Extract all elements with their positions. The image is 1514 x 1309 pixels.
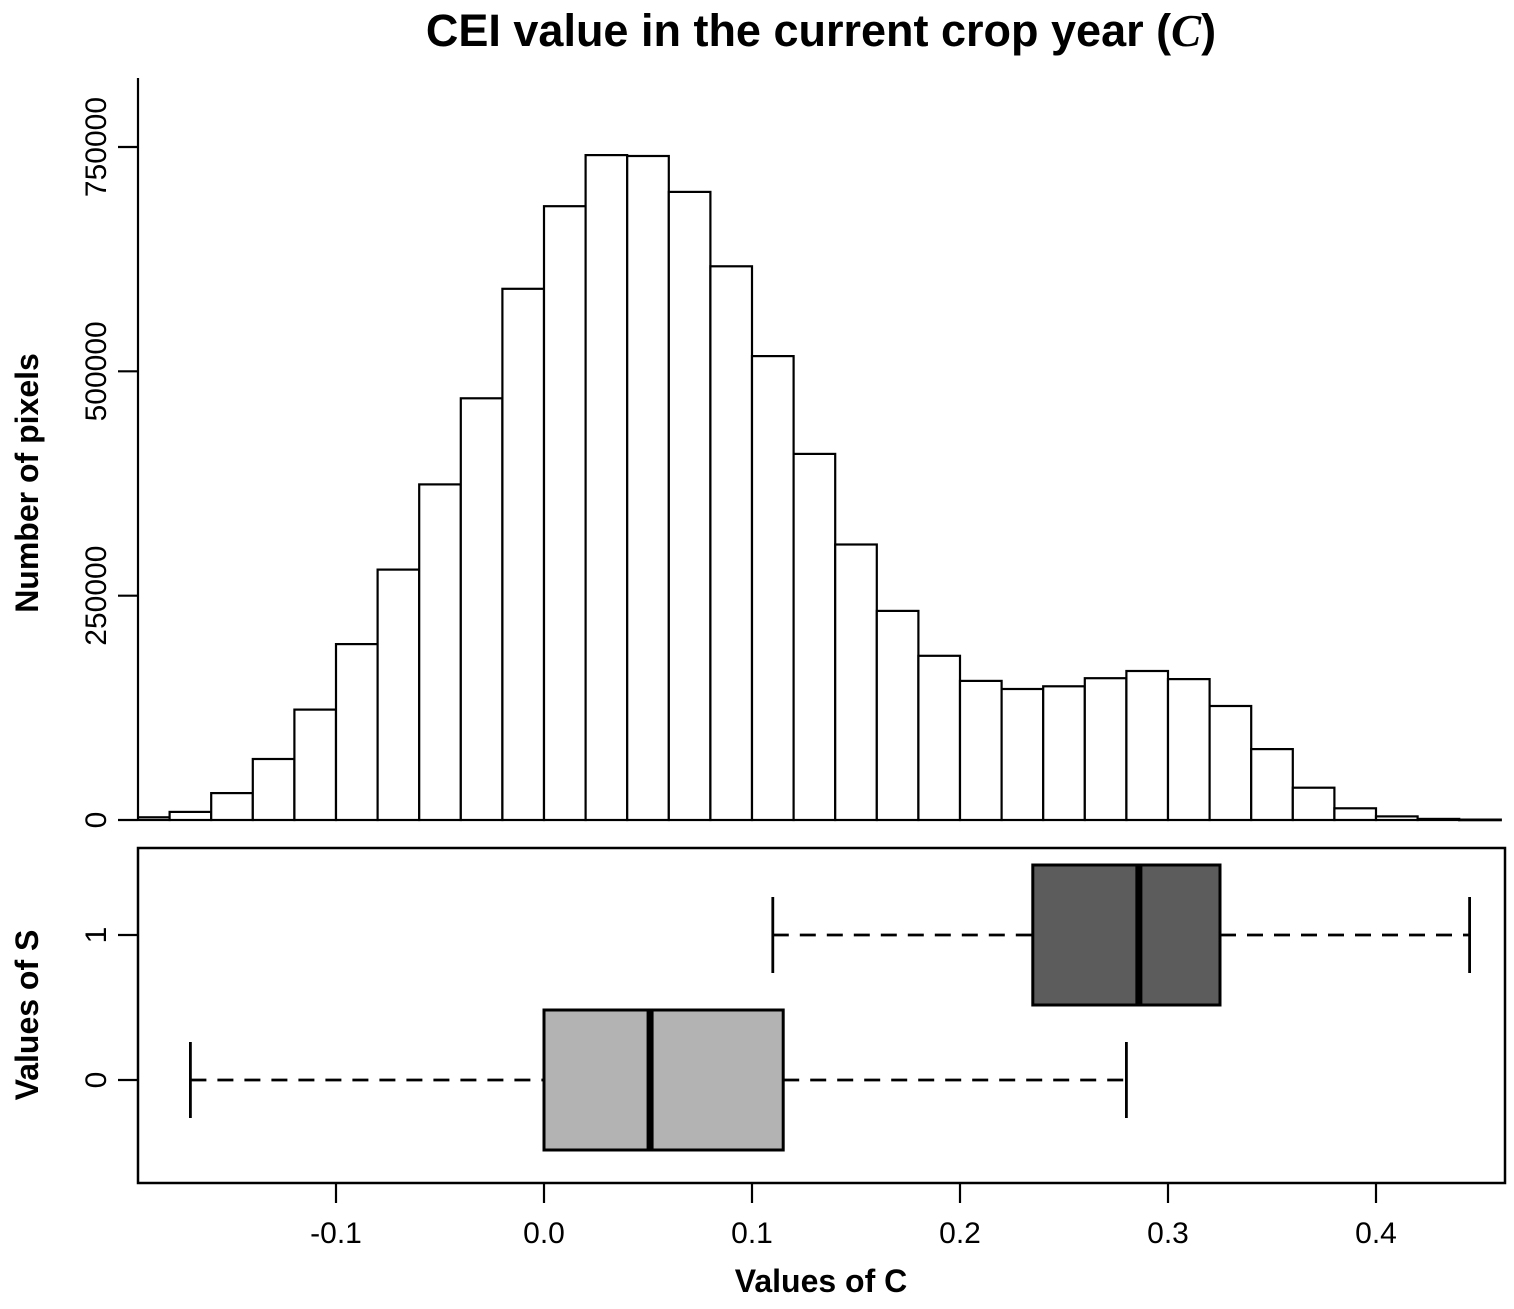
chart-title-text: CEI value in the current crop year (: [426, 5, 1171, 56]
histogram-bar: [709, 265, 754, 822]
histogram-bar: [293, 708, 338, 822]
histogram-bar: [459, 397, 504, 822]
boxplot-y-axis-title: Values of S: [9, 930, 45, 1101]
histogram-bar: [917, 654, 962, 822]
histogram-y-axis-title: Number of pixels: [9, 353, 45, 613]
x-axis-ticks: -0.1 0.0 0.1 0.2 0.3 0.4: [310, 1183, 1397, 1250]
histogram-y-ticks: 0 250000 500000 750000: [80, 97, 138, 828]
iqr-box: [1031, 863, 1222, 1007]
histogram-bar: [1333, 807, 1378, 822]
histogram-bar: [1208, 704, 1253, 822]
x-axis-tick-label: 0.3: [1147, 1217, 1189, 1250]
boxplot-panel: 01 Values of S: [9, 846, 1507, 1185]
boxplot-y-tick-label: 1: [80, 927, 113, 944]
histogram-y-tick-label: 0: [80, 812, 113, 829]
histogram-bar: [958, 679, 1003, 822]
histogram-bar: [210, 791, 254, 822]
histogram-bar: [542, 205, 587, 822]
x-axis-title: Values of C: [735, 1263, 908, 1299]
histogram-panel: 0 250000 500000 750000 Number of pixels: [9, 78, 1502, 828]
histogram-bar: [334, 642, 379, 822]
histogram-bar: [1291, 786, 1336, 822]
histogram-bar: [1458, 818, 1502, 822]
x-axis-tick-label: 0.1: [731, 1217, 773, 1250]
histogram-y-tick-label: 250000: [80, 546, 113, 646]
histogram-y-tick-label: 500000: [80, 321, 113, 421]
histogram-bars: [138, 154, 1502, 822]
boxplot-frame: [136, 846, 1507, 1185]
histogram-bar: [1416, 817, 1461, 822]
histogram-bar: [1125, 669, 1170, 822]
histogram-bar: [376, 568, 421, 822]
histogram-bar: [792, 452, 837, 822]
x-axis: -0.1 0.0 0.1 0.2 0.3 0.4 Values of C: [310, 1183, 1397, 1299]
x-axis-tick-label: -0.1: [310, 1217, 362, 1250]
histogram-bar: [584, 154, 629, 822]
histogram-bar: [834, 543, 878, 822]
histogram-bar: [1166, 677, 1211, 822]
histogram-bar: [1000, 687, 1045, 822]
chart-title-math-c: C: [1171, 6, 1202, 56]
histogram-bar: [1042, 685, 1086, 822]
histogram-y-tick-label: 750000: [80, 97, 113, 197]
chart-title: CEI value in the current crop year (C): [426, 5, 1216, 56]
x-axis-tick-label: 0.0: [523, 1217, 565, 1250]
histogram-bar: [501, 287, 546, 822]
boxplot-y-tick-label: 0: [80, 1072, 113, 1089]
histogram-bar: [750, 355, 795, 822]
histogram-bar: [1083, 677, 1128, 822]
boxplot-content: [188, 863, 1471, 1152]
iqr-box: [542, 1008, 785, 1152]
histogram-bar: [418, 483, 462, 822]
histogram-bar: [1374, 815, 1419, 822]
chart-title-close-paren: ): [1201, 5, 1216, 56]
x-axis-tick-label: 0.4: [1355, 1217, 1397, 1250]
histogram-bar: [667, 190, 712, 822]
histogram-bar: [251, 757, 296, 822]
boxplot-y-ticks: 01: [80, 927, 138, 1089]
histogram-bar: [626, 154, 670, 822]
histogram-bar: [1250, 747, 1294, 822]
histogram-bar: [875, 609, 920, 822]
x-axis-tick-label: 0.2: [939, 1217, 981, 1250]
histogram-bar: [168, 810, 213, 822]
